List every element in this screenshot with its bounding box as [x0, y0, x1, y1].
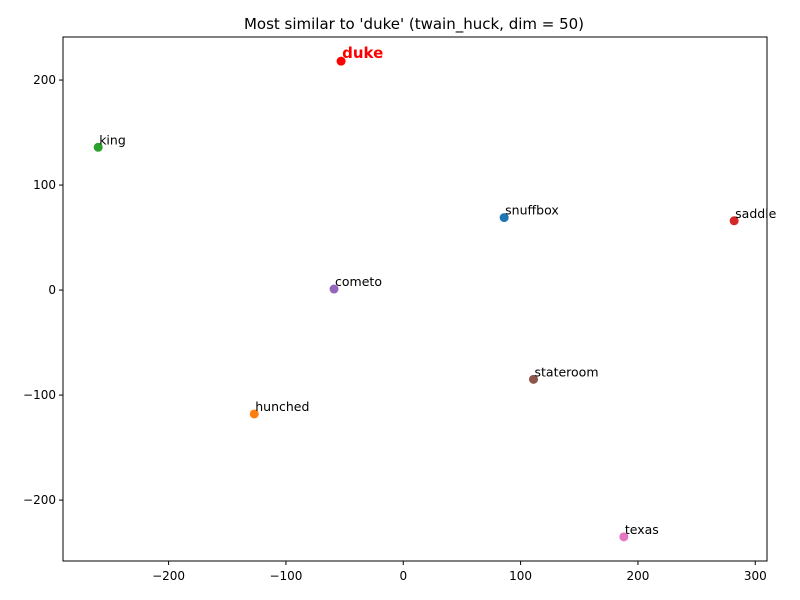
data-point-texas — [619, 532, 629, 542]
x-tick-label: 200 — [626, 569, 649, 583]
point-label-king: king — [99, 132, 126, 147]
point-label-stateroom: stateroom — [535, 364, 599, 379]
data-point-duke — [336, 56, 346, 66]
data-point-hunched — [249, 409, 259, 419]
point-label-hunched: hunched — [255, 399, 309, 414]
x-axis: −200 −100 0 100 200 300 — [152, 561, 767, 583]
data-points — [93, 56, 739, 542]
data-labels: duke snuffbox hunched king saddle cometo state… — [99, 44, 776, 537]
x-tick-label: 0 — [399, 569, 407, 583]
data-point-snuffbox — [499, 213, 509, 223]
y-axis: −200 −100 0 100 200 — [23, 73, 63, 507]
plot-frame — [62, 36, 768, 562]
y-tick-label: −100 — [23, 388, 56, 402]
x-tick-label: 100 — [509, 569, 532, 583]
point-label-snuffbox: snuffbox — [505, 203, 559, 218]
data-point-saddle — [729, 216, 739, 226]
data-point-stateroom — [529, 374, 539, 384]
point-label-saddle: saddle — [735, 206, 777, 221]
y-tick-label: 0 — [48, 283, 56, 297]
x-tick-label: −100 — [269, 569, 302, 583]
point-label-cometo: cometo — [335, 274, 382, 289]
y-tick-label: −200 — [23, 493, 56, 507]
x-tick-label: −200 — [152, 569, 185, 583]
point-label-duke: duke — [342, 44, 383, 62]
x-tick-label: 300 — [744, 569, 767, 583]
data-point-cometo — [329, 284, 339, 294]
y-tick-label: 200 — [33, 73, 56, 87]
y-tick-label: 100 — [33, 178, 56, 192]
point-label-texas: texas — [625, 522, 659, 537]
chart-title: Most similar to 'duke' (twain_huck, dim … — [244, 15, 584, 34]
data-point-king — [93, 142, 103, 152]
